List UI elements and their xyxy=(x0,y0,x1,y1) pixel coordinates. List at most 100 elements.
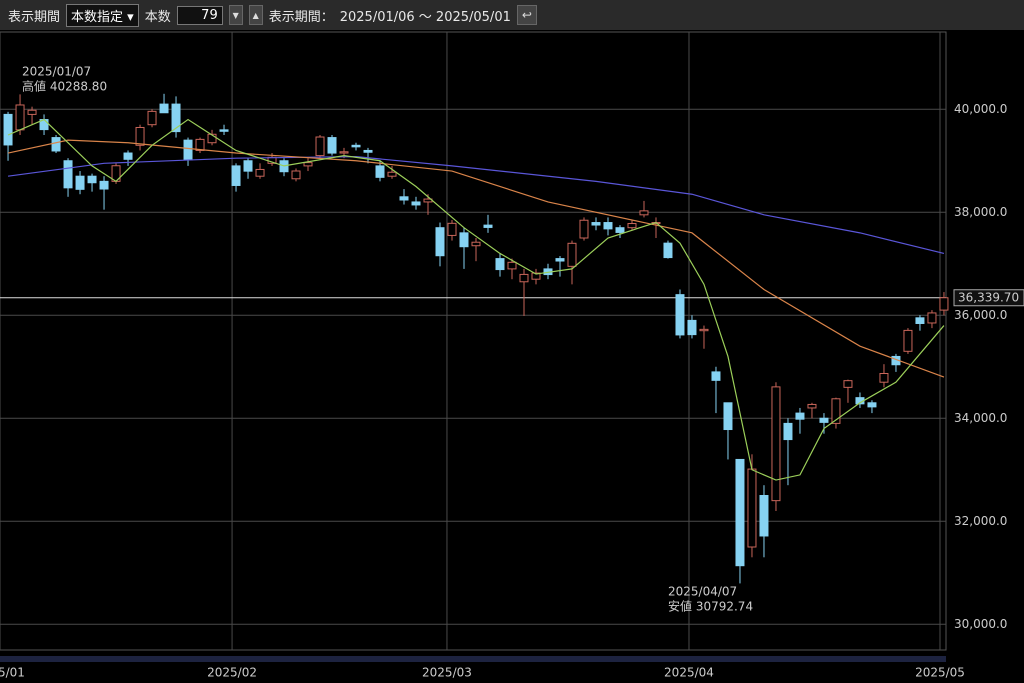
candle-body xyxy=(807,403,817,409)
candle-body xyxy=(195,138,205,151)
y-tick-label: 32,000.0 xyxy=(954,514,1007,528)
candle-body xyxy=(351,144,361,148)
candle-body xyxy=(459,232,469,248)
candle-body xyxy=(3,113,13,146)
candle-body xyxy=(15,104,25,131)
y-tick-label: 38,000.0 xyxy=(954,205,1007,219)
candle-body xyxy=(231,165,241,186)
candle-body xyxy=(99,180,109,190)
chart: 30,000.0 32,000.0 34,000.0 36,000.0 38,000.0… xyxy=(0,31,1024,680)
candle-body xyxy=(495,258,505,271)
candle-body xyxy=(207,133,217,144)
candle-body xyxy=(243,160,253,172)
annotation-date: 2025/04/07 xyxy=(668,585,737,599)
y-tick-label: 40,000.0 xyxy=(954,102,1007,116)
candle-body xyxy=(27,109,37,115)
plot-frame xyxy=(0,31,947,651)
candle-body xyxy=(795,412,805,420)
candle-body xyxy=(87,175,97,184)
range-label: 表示期間： xyxy=(268,9,334,25)
mode-select[interactable]: 本数指定 ▾ xyxy=(66,3,139,27)
count-down[interactable]: ▼ xyxy=(228,5,243,25)
candle-body xyxy=(831,398,841,424)
candle-body xyxy=(219,129,229,132)
candle-body xyxy=(615,227,625,233)
candle-body xyxy=(291,170,301,180)
candle-body xyxy=(315,136,325,157)
candle-body xyxy=(927,312,937,324)
candle-body xyxy=(699,328,709,332)
toolbar: 表示期間 本数指定 ▾ 本数 79 ▼ ▲ 表示期間： 2025/01/06 ～… xyxy=(0,0,1024,30)
candle-body xyxy=(747,468,757,548)
candle-body xyxy=(903,329,913,352)
period-label: 表示期間 xyxy=(8,9,61,25)
candle-body xyxy=(783,422,793,441)
candle-body xyxy=(939,297,949,311)
candle-body xyxy=(339,151,349,154)
x-tick-label: 2025/02 xyxy=(207,666,257,680)
candle-body xyxy=(843,380,853,388)
candle-body xyxy=(627,223,637,229)
volume-strip xyxy=(0,656,946,662)
candle-body xyxy=(591,222,601,226)
candle-body xyxy=(531,272,541,280)
reset-button[interactable]: ↩ xyxy=(516,5,537,25)
candle-body xyxy=(507,261,517,270)
candle-body xyxy=(687,319,697,336)
moving-average xyxy=(7,139,945,378)
current-price-box xyxy=(953,289,1024,307)
candle-body xyxy=(567,242,577,267)
moving-average xyxy=(7,156,945,255)
candle-body xyxy=(147,110,157,126)
annotation-text: 安値 30792.74 xyxy=(668,599,753,614)
current-price-label: 36,339.70 xyxy=(958,290,1019,304)
candle-body xyxy=(771,386,781,502)
candle-body xyxy=(519,273,529,283)
candle-body xyxy=(867,402,877,408)
y-tick-label: 34,000.0 xyxy=(954,411,1007,425)
candle-body xyxy=(639,210,649,216)
candle-body xyxy=(375,165,385,178)
candle-body xyxy=(711,371,721,381)
candle-body xyxy=(411,201,421,206)
moving-average xyxy=(7,118,945,481)
candle-body xyxy=(171,103,181,133)
x-tick-label: 2025/01 xyxy=(0,666,25,680)
count-label: 本数 xyxy=(144,9,171,25)
candle-body xyxy=(819,417,829,423)
y-tick-label: 30,000.0 xyxy=(954,617,1007,631)
count-up[interactable]: ▲ xyxy=(248,5,263,25)
candle-body xyxy=(387,171,397,177)
range-text: 2025/01/06 ～ 2025/05/01 xyxy=(339,9,511,25)
candle-body xyxy=(183,139,193,161)
candle-body xyxy=(399,196,409,201)
mode-text: 本数指定 xyxy=(71,9,124,25)
x-tick-label: 2025/04 xyxy=(664,666,714,680)
candle-body xyxy=(135,126,145,146)
candle-body xyxy=(123,152,133,160)
candle-body xyxy=(555,258,565,262)
candle-body xyxy=(471,241,481,247)
y-tick-label: 36,000.0 xyxy=(954,308,1007,322)
x-tick-label: 2025/05 xyxy=(915,666,965,680)
annotation-text: 高値 40288.80 xyxy=(22,79,107,94)
candle-body xyxy=(63,160,73,189)
candle-body xyxy=(879,372,889,383)
candle-body xyxy=(603,222,613,230)
candle-body xyxy=(675,294,685,336)
count-input[interactable]: 79 xyxy=(176,5,223,25)
candle-body xyxy=(435,227,445,257)
candle-body xyxy=(915,317,925,324)
candle-body xyxy=(447,222,457,236)
candle-body xyxy=(303,162,313,167)
candle-body xyxy=(759,495,769,537)
candle-body xyxy=(483,224,493,228)
candle-body xyxy=(663,242,673,259)
candle-body xyxy=(327,137,337,154)
candle-body xyxy=(363,149,373,153)
candle-body xyxy=(723,402,733,431)
candle-body xyxy=(51,137,61,152)
x-tick-label: 2025/03 xyxy=(422,666,472,680)
annotation-date: 2025/01/07 xyxy=(22,65,91,79)
